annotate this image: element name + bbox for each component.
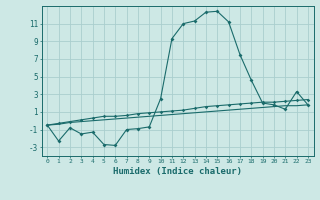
X-axis label: Humidex (Indice chaleur): Humidex (Indice chaleur) <box>113 167 242 176</box>
